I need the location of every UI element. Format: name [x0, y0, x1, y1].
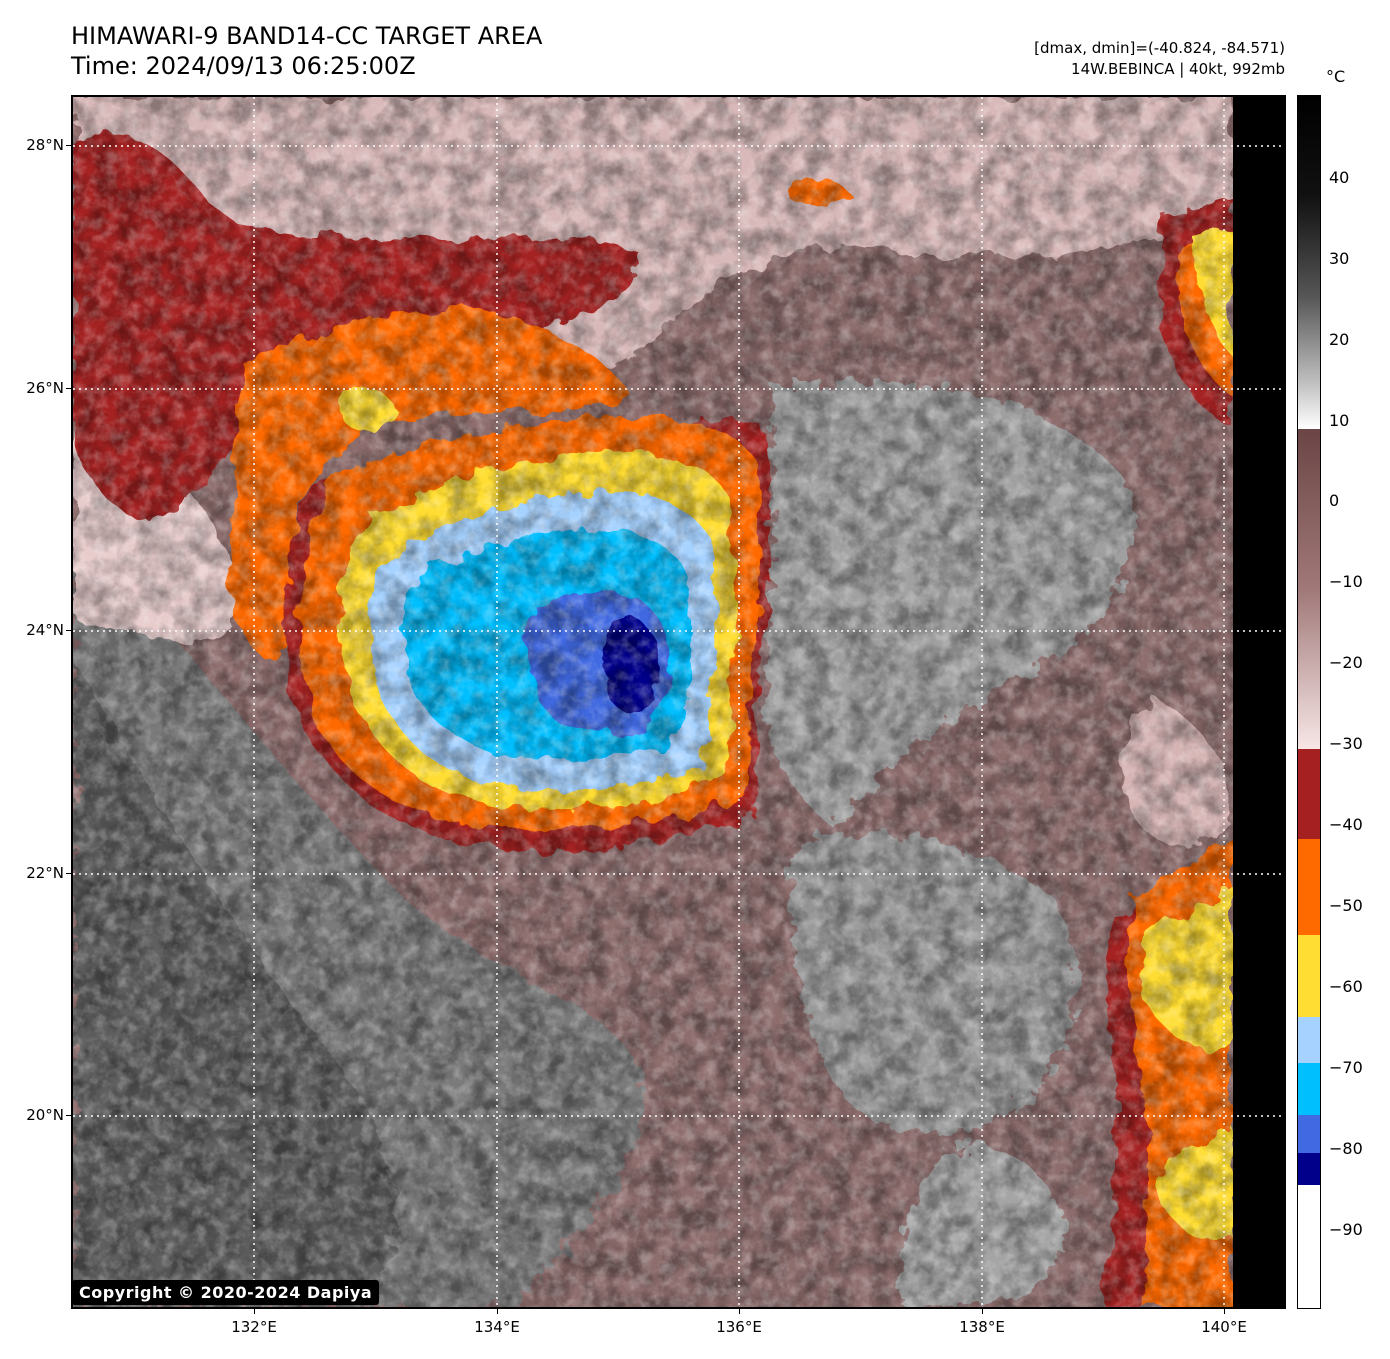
image-title: HIMAWARI-9 BAND14-CC TARGET AREA — [71, 22, 543, 50]
colorbar-tick-label: −20 — [1329, 653, 1363, 672]
colorbar-segment-navy — [1298, 1153, 1320, 1185]
colorbar-segment-darkred — [1298, 749, 1320, 839]
colorbar-tick-label: −90 — [1329, 1220, 1363, 1239]
lat-tick — [66, 630, 71, 631]
lon-tick — [739, 1309, 740, 1314]
colorbar-segment-white — [1298, 1185, 1320, 1308]
lon-tick — [497, 1309, 498, 1314]
image-timestamp: Time: 2024/09/13 06:25:00Z — [71, 52, 416, 80]
lat-tick — [66, 1115, 71, 1116]
storm-info-label: 14W.BEBINCA | 40kt, 992mb — [1071, 60, 1285, 78]
colorbar-tick-label: −60 — [1329, 977, 1363, 996]
colorbar-segment-brown — [1298, 429, 1320, 749]
colorbar-segment-orange — [1298, 839, 1320, 935]
colorbar-segment-grey — [1298, 96, 1320, 429]
colorbar-tick-label: −40 — [1329, 815, 1363, 834]
lat-tick — [66, 388, 71, 389]
lat-tick — [66, 873, 71, 874]
lon-label-138e: 138°E — [959, 1318, 1005, 1336]
graticule — [73, 97, 1284, 1307]
colorbar-tick-label: −50 — [1329, 896, 1363, 915]
lon-label-140e: 140°E — [1201, 1318, 1247, 1336]
colorbar-tick-label: 40 — [1329, 168, 1350, 187]
colorbar-segment-cyan — [1298, 1063, 1320, 1115]
lon-tick — [982, 1309, 983, 1314]
colorbar-tick-label: 20 — [1329, 330, 1350, 349]
lon-tick — [1224, 1309, 1225, 1314]
lat-label-26n: 26°N — [26, 379, 64, 397]
colorbar-tick-label: 0 — [1329, 491, 1340, 510]
lat-label-20n: 20°N — [26, 1106, 64, 1124]
lon-tick — [254, 1309, 255, 1314]
colorbar-segment-lightblue — [1298, 1017, 1320, 1063]
colorbar-tick-label: −10 — [1329, 572, 1363, 591]
colorbar-unit: °C — [1326, 67, 1346, 86]
lon-label-134e: 134°E — [474, 1318, 520, 1336]
colorbar-tick-label: 30 — [1329, 249, 1350, 268]
lat-label-28n: 28°N — [26, 136, 64, 154]
lat-tick — [66, 145, 71, 146]
colorbar-segment-royalblue — [1298, 1115, 1320, 1153]
copyright-badge: Copyright © 2020-2024 Dapiya — [72, 1280, 380, 1305]
satellite-map — [71, 95, 1286, 1309]
colorbar — [1297, 95, 1321, 1309]
lon-label-136e: 136°E — [716, 1318, 762, 1336]
colorbar-tick-label: 10 — [1329, 411, 1350, 430]
no-data-strip — [1233, 97, 1284, 1307]
colorbar-tick-label: −70 — [1329, 1058, 1363, 1077]
lat-label-24n: 24°N — [26, 621, 64, 639]
colorbar-tick-label: −30 — [1329, 734, 1363, 753]
data-range-label: [dmax, dmin]=(-40.824, -84.571) — [1034, 39, 1285, 57]
colorbar-segment-yellow — [1298, 935, 1320, 1017]
lat-label-22n: 22°N — [26, 864, 64, 882]
colorbar-tick-label: −80 — [1329, 1139, 1363, 1158]
lon-label-132e: 132°E — [231, 1318, 277, 1336]
